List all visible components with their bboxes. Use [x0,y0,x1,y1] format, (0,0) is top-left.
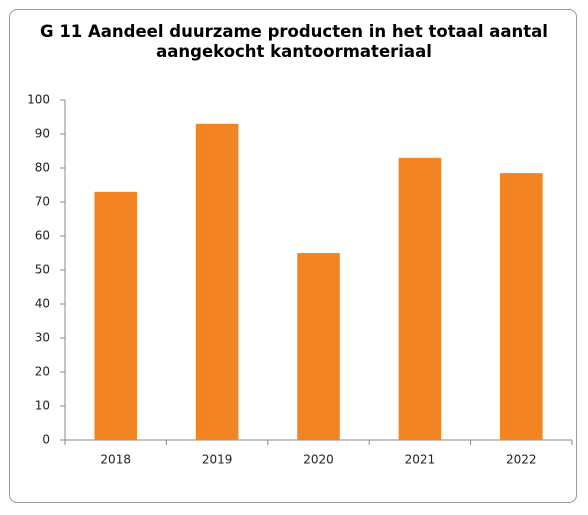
bar [94,191,137,440]
y-tick-label: 100 [27,93,50,107]
x-tick-label: 2022 [506,453,537,467]
x-tick-label: 2018 [100,453,131,467]
y-tick-label: 10 [35,399,50,413]
y-tick-label: 0 [42,433,50,447]
x-tick-label: 2020 [303,453,334,467]
y-tick-label: 90 [35,127,50,141]
x-tick-label: 2019 [202,453,233,467]
bar [297,253,340,440]
bar [500,173,543,440]
bar [398,157,442,441]
chart-title: G 11 Aandeel duurzame producten in het t… [40,22,548,61]
y-tick-label: 30 [35,331,50,345]
y-tick-label: 60 [35,229,50,243]
bar [195,123,239,441]
y-tick-label: 40 [35,297,50,311]
y-tick-label: 20 [35,365,50,379]
y-tick-label: 70 [35,195,50,209]
chart-frame [9,9,577,503]
x-tick-label: 2021 [405,453,436,467]
y-tick-label: 80 [35,161,50,175]
y-tick-label: 50 [35,263,50,277]
